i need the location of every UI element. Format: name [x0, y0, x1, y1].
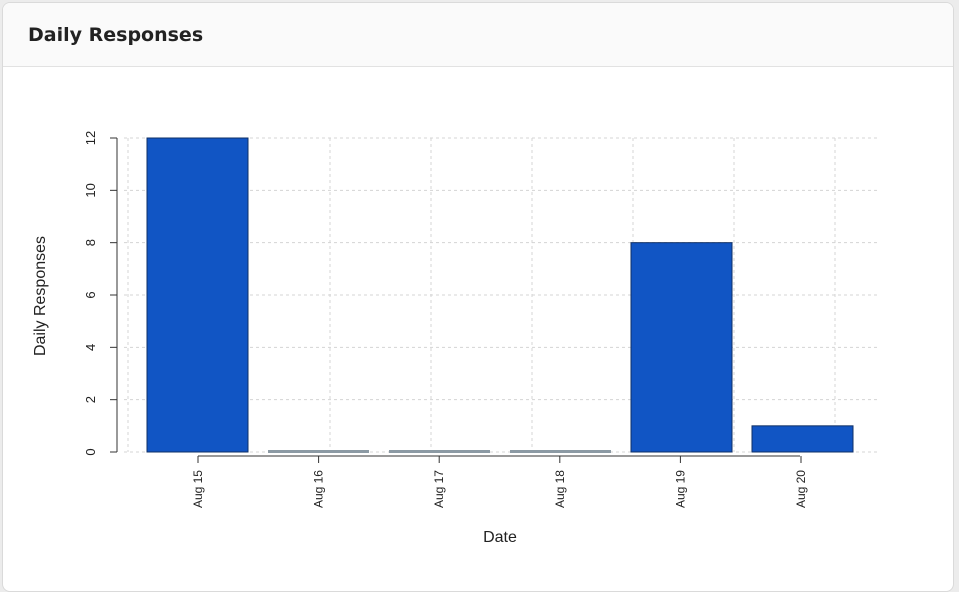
card-header: Daily Responses	[3, 3, 953, 67]
card-title: Daily Responses	[28, 23, 204, 46]
